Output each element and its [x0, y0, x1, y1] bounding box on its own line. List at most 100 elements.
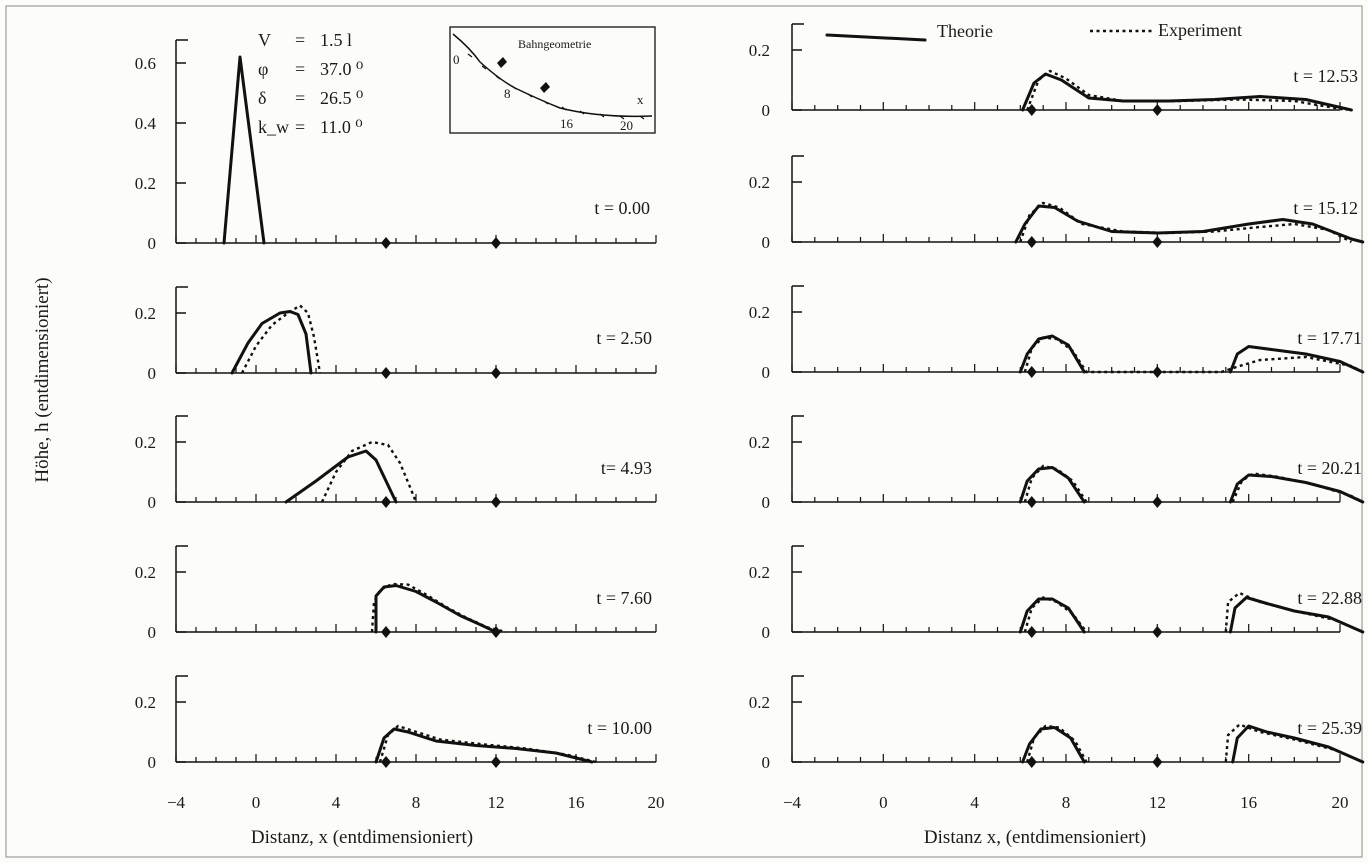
y-tick-label: 0.6 [135, 54, 156, 73]
inset-marker-1 [497, 57, 507, 68]
svg-text:=: = [295, 59, 305, 79]
series-experiment-line [1224, 723, 1364, 764]
diamond-marker [491, 237, 501, 249]
y-tick-label: 0.2 [749, 41, 770, 60]
param-value-phi: 37.0 ⁰ [320, 59, 363, 79]
time-label: t= 4.93 [601, 458, 652, 478]
svg-text:=: = [295, 88, 305, 108]
diamond-marker [381, 367, 391, 379]
time-label: t = 22.88 [1297, 588, 1362, 608]
diamond-marker [1152, 236, 1163, 248]
x-axis-label-right: Distanz x, (entdimensioniert) [924, 827, 1146, 848]
x-tick-label: 20 [648, 793, 665, 812]
param-value-kw: 11.0 ⁰ [320, 117, 363, 137]
x-axis-ticks [791, 234, 1341, 242]
series-theory-line [1228, 473, 1365, 504]
inset-frame [449, 26, 656, 134]
series-theory-line [374, 584, 498, 634]
inset-label-x: x [637, 92, 644, 107]
diamond-marker [1026, 236, 1037, 248]
inset-title: Bahngeometrie [518, 37, 591, 51]
diamond-marker [381, 496, 391, 508]
x-axis-label-left: Distanz, x (entdimensioniert) [251, 827, 473, 848]
y-tick-label: 0.2 [135, 304, 156, 323]
panel-9: 0 0.2 t = 22.88 [749, 545, 1365, 642]
diamond-marker [1026, 496, 1037, 508]
time-label: t = 2.50 [596, 328, 652, 348]
time-label: t = 10.00 [587, 718, 652, 738]
inset-label-0: 0 [453, 52, 460, 67]
figure-frame [5, 5, 1363, 858]
diamond-marker [491, 496, 501, 508]
panel-6: 0 0.2 t = 15.12 [749, 155, 1365, 252]
y-tick-label: 0.2 [135, 563, 156, 582]
inset-label-20: 20 [620, 118, 633, 133]
series-theory-line [222, 55, 266, 245]
x-tick-label: 4 [332, 793, 341, 812]
diamond-marker [491, 756, 501, 768]
diamond-marker [1152, 104, 1163, 116]
y-tick-label: 0 [148, 234, 157, 253]
series-theory-line [1021, 72, 1353, 112]
panel-3: 0 0.2 t = 7.60 [135, 545, 657, 642]
x-tick-label: 0 [252, 793, 261, 812]
x-axis-ticks [791, 754, 1341, 762]
panel-10: 0 0.2 t = 25.39 [749, 675, 1365, 772]
y-tick-label: 0 [762, 753, 771, 772]
y-tick-label: 0.4 [135, 114, 157, 133]
diamond-marker [1152, 756, 1163, 768]
x-axis-ticks [175, 624, 657, 632]
diamond-marker [491, 626, 501, 638]
x-axis-ticks [791, 494, 1341, 502]
x-tick-label: 16 [1240, 793, 1257, 812]
y-tick-label: 0 [148, 623, 157, 642]
diamond-marker [1152, 496, 1163, 508]
x-tick-label: 12 [1149, 793, 1166, 812]
diamond-marker [1026, 366, 1037, 378]
diamond-marker [381, 237, 391, 249]
diamond-marker [1026, 104, 1037, 116]
x-axis-ticks [791, 624, 1341, 632]
series-experiment-line [378, 724, 597, 764]
series-theory-line [1018, 334, 1086, 374]
y-tick-label: 0.2 [135, 174, 156, 193]
series-experiment-line [1023, 596, 1088, 633]
y-tick-label: 0.2 [135, 693, 156, 712]
y-tick-label: 0 [762, 363, 771, 382]
panel-0: 0 0.2 0.4 0.6 t = 0.00 [135, 39, 657, 253]
svg-text:=: = [295, 30, 305, 50]
panel-1: 0 0.2 t = 2.50 [135, 286, 657, 383]
x-tick-labels: −4 0 4 8 12 16 20 −4 0 4 8 12 16 20 [167, 793, 1349, 812]
x-tick-label: 0 [879, 793, 888, 812]
series-theory-line [1018, 597, 1086, 634]
panel-5: 0 0.2 t = 12.53 [749, 23, 1358, 120]
x-axis-ticks [175, 235, 657, 243]
legend-theory-line [825, 33, 927, 42]
y-tick-label: 0.2 [749, 563, 770, 582]
diamond-marker [381, 756, 391, 768]
x-axis-ticks [791, 102, 1341, 110]
legend-theory-label: Theorie [937, 21, 993, 41]
series-experiment-line [320, 440, 418, 503]
y-tick-label: 0 [148, 753, 157, 772]
y-tick-label: 0.2 [135, 433, 156, 452]
param-name-delta: δ [258, 88, 266, 108]
param-name-v: V [258, 30, 271, 50]
series-experiment-line [1019, 201, 1352, 244]
y-axis-label: Höhe, h (entdimensioniert) [32, 277, 53, 482]
series-experiment-line [1026, 69, 1348, 112]
param-name-kw: k_w [258, 117, 289, 137]
x-tick-label: 16 [568, 793, 585, 812]
series-theory-line [230, 310, 313, 375]
series-experiment-line [1026, 724, 1088, 763]
diamond-marker [1026, 626, 1037, 638]
inset-track-ticks [467, 53, 645, 120]
inset-label-8: 8 [504, 86, 511, 101]
time-label: t = 0.00 [594, 198, 650, 218]
panel-7: 0 0.2 t = 17.71 [749, 285, 1365, 382]
time-label: t = 17.71 [1297, 328, 1362, 348]
panels: 0 0.2 0.4 0.6 t = 0.00 0 0.2 t = 2.50 0 0.2 t= 4.9… [135, 23, 1365, 772]
legend: Theorie Experiment [825, 20, 1242, 42]
inset-label-16: 16 [560, 116, 574, 131]
